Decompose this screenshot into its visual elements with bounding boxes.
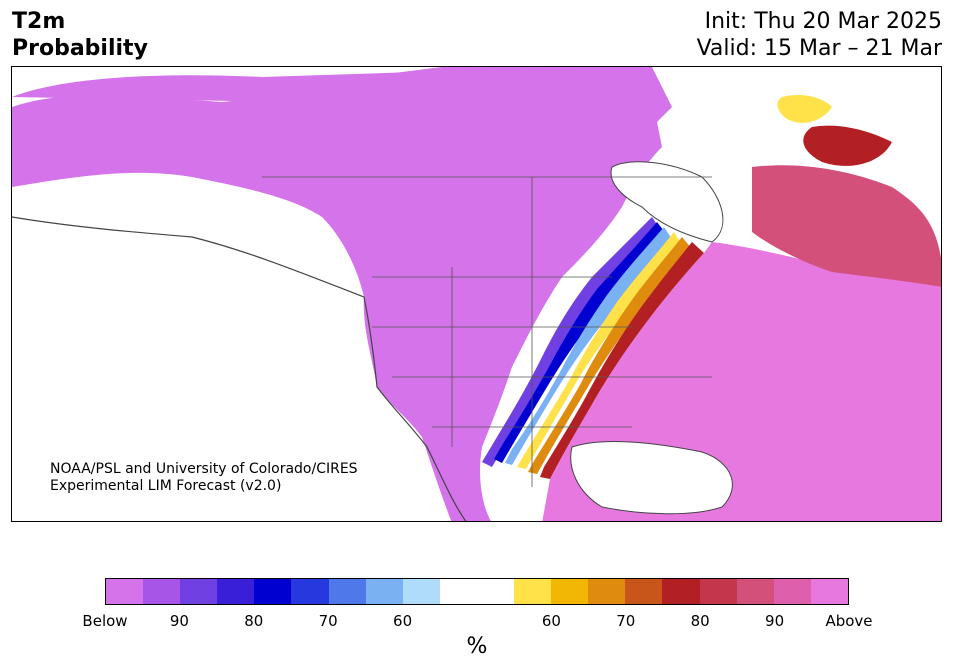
probability-map: NOAA/PSL and University of Colorado/CIRE… — [11, 66, 942, 522]
hudson-bay — [610, 161, 724, 243]
plot-title: T2m Probability — [12, 8, 148, 62]
title-line-probability: Probability — [12, 36, 148, 61]
legend-tick-label: 60 — [393, 612, 413, 630]
legend-tick-label: Above — [825, 612, 873, 630]
color-legend-ticks: Below 90 80 70 60 60 70 80 90 Above — [82, 612, 872, 632]
gulf-of-mexico — [570, 441, 733, 515]
forecast-dates: Init: Thu 20 Mar 2025 Valid: 15 Mar – 21… — [697, 8, 942, 62]
valid-range: Valid: 15 Mar – 21 Mar — [696, 36, 942, 61]
legend-swatch-4 — [254, 579, 292, 604]
legend-tick-label: 60 — [541, 612, 561, 630]
legend-tick-label: Below — [82, 612, 128, 630]
legend-swatch-16 — [699, 579, 737, 604]
legend-tick-label: 90 — [765, 612, 785, 630]
credit-line-product: Experimental LIM Forecast (v2.0) — [50, 478, 282, 494]
legend-swatch-9 — [439, 579, 477, 604]
color-legend-bar — [105, 578, 849, 605]
legend-swatch-0 — [106, 579, 144, 604]
init-date: Init: Thu 20 Mar 2025 — [704, 9, 942, 34]
title-line-variable: T2m — [12, 9, 66, 34]
legend-swatch-18 — [773, 579, 811, 604]
pacific-coast — [12, 216, 467, 521]
legend-swatch-13 — [588, 579, 626, 604]
legend-swatch-2 — [180, 579, 218, 604]
legend-swatch-1 — [143, 579, 181, 604]
legend-swatch-19 — [810, 579, 848, 604]
legend-swatch-7 — [365, 579, 403, 604]
color-legend-unit: % — [466, 634, 488, 659]
legend-tick-label: 80 — [690, 612, 710, 630]
legend-swatch-8 — [402, 579, 440, 604]
credit-line-org: NOAA/PSL and University of Colorado/CIRE… — [50, 461, 358, 477]
legend-swatch-17 — [736, 579, 774, 604]
legend-tick-label: 70 — [318, 612, 338, 630]
map-canvas — [12, 67, 941, 521]
state-borders — [262, 176, 712, 487]
below-normal-region-west — [12, 67, 662, 521]
legend-swatch-6 — [328, 579, 366, 604]
legend-swatch-10 — [476, 579, 515, 604]
legend-tick-label: 70 — [616, 612, 636, 630]
legend-swatch-15 — [662, 579, 700, 604]
legend-swatch-11 — [514, 579, 552, 604]
above-rose-region-northeast — [752, 165, 941, 287]
legend-swatch-5 — [291, 579, 329, 604]
legend-tick-label: 80 — [244, 612, 264, 630]
credit-text: NOAA/PSL and University of Colorado/CIRE… — [50, 461, 358, 495]
legend-swatch-3 — [217, 579, 255, 604]
above-deep-band — [540, 242, 704, 479]
above-deep-region-labrador — [803, 125, 892, 166]
below-normal-region-north — [12, 67, 672, 137]
legend-swatch-14 — [625, 579, 663, 604]
legend-swatch-12 — [551, 579, 589, 604]
above-light-region-arctic — [777, 95, 832, 123]
legend-tick-label: 90 — [169, 612, 189, 630]
